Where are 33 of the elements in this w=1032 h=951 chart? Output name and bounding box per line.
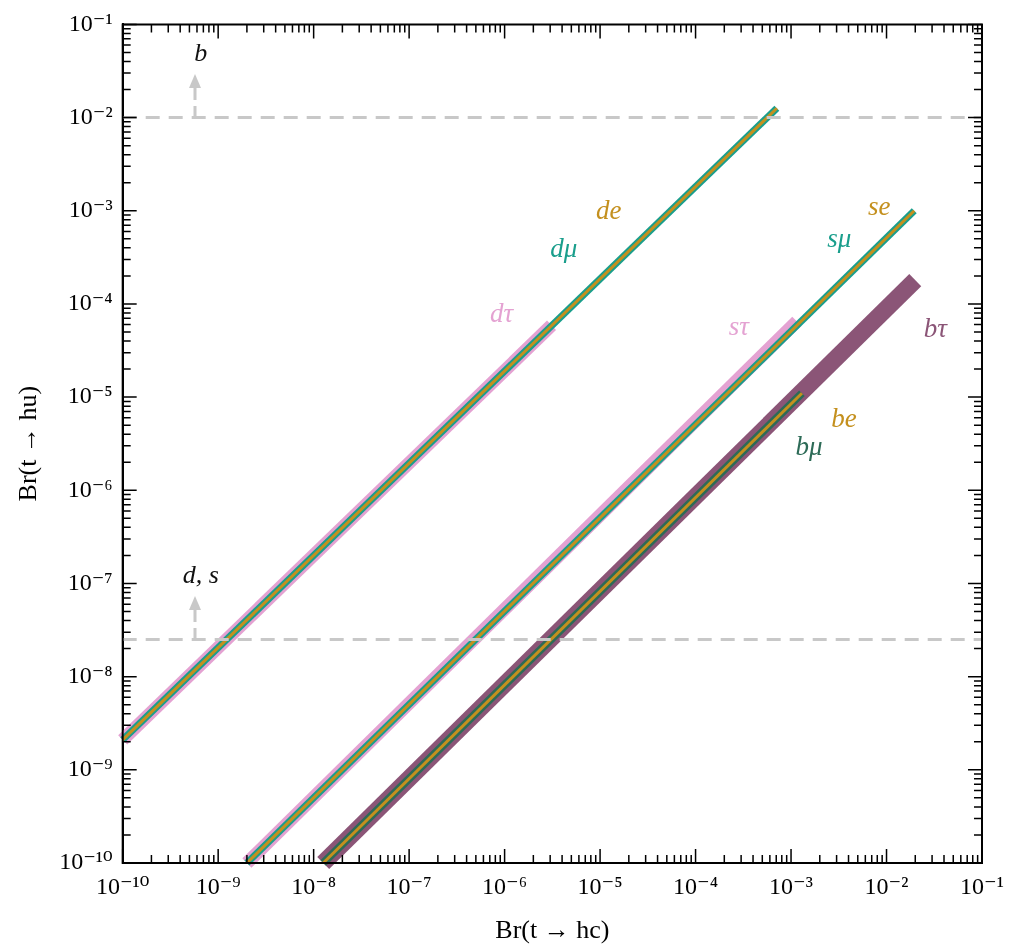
x-tick-label: 10⁻¹ <box>960 872 1004 899</box>
y-tick-label: 10⁻¹ <box>68 9 113 36</box>
x-tick-label: 10⁻⁶ <box>482 872 528 899</box>
y-tick-label: 10⁻⁶ <box>67 475 113 502</box>
series-label: bμ <box>795 431 823 462</box>
x-tick-label: 10⁻⁴ <box>673 872 719 899</box>
series-label: de <box>596 195 622 226</box>
x-tick-label: 10⁻⁷ <box>386 872 432 899</box>
x-tick-label: 10⁻¹⁰ <box>95 872 150 899</box>
y-tick-label: 10⁻¹⁰ <box>59 848 113 875</box>
y-tick-label: 10⁻² <box>68 102 113 129</box>
x-tick-label: 10⁻⁹ <box>195 872 241 899</box>
y-tick-label: 10⁻³ <box>68 196 113 223</box>
y-tick-label: 10⁻⁸ <box>67 661 113 688</box>
y-tick-label: 10⁻⁷ <box>67 568 113 595</box>
series-label: dμ <box>550 233 578 264</box>
series-label: be <box>831 403 857 434</box>
ref-line-label: b <box>194 38 208 68</box>
x-tick-label: 10⁻⁵ <box>577 872 623 899</box>
series-label: sμ <box>827 222 852 253</box>
y-tick-label: 10⁻⁵ <box>67 382 113 409</box>
x-tick-label: 10⁻³ <box>769 872 813 899</box>
series-label: sτ <box>728 311 751 342</box>
y-tick-label: 10⁻⁴ <box>67 289 113 316</box>
x-tick-label: 10⁻² <box>864 872 909 899</box>
y-axis-title: Br(t → hu) <box>13 385 43 502</box>
series-label: dτ <box>489 298 515 329</box>
series-label: se <box>867 190 891 221</box>
series-label: bτ <box>923 313 949 344</box>
y-tick-label: 10⁻⁹ <box>67 755 113 782</box>
x-axis-title: Br(t → hc) <box>495 915 610 945</box>
x-tick-label: 10⁻⁸ <box>291 872 337 899</box>
ref-line-label: d, s <box>182 560 219 590</box>
